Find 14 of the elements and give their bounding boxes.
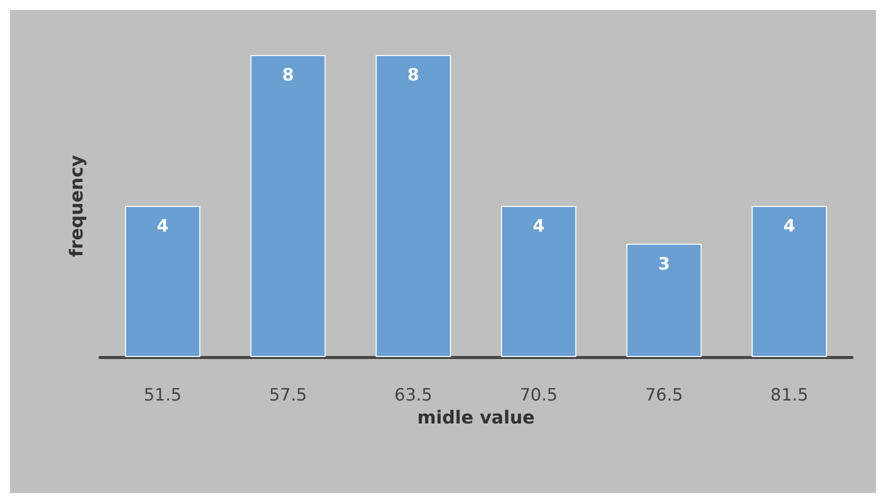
x-tick-label: 57.5 (269, 386, 307, 406)
x-axis-title: midle value (417, 407, 535, 428)
data-label: 8 (407, 66, 420, 86)
y-axis-title: frequency (66, 154, 88, 258)
x-tick-label: 63.5 (394, 386, 432, 406)
x-tick-label: 76.5 (645, 386, 683, 406)
data-label: 4 (532, 216, 545, 236)
x-tick-label: 81.5 (770, 386, 808, 406)
data-label: 8 (282, 66, 294, 86)
data-label: 3 (658, 254, 670, 274)
x-tick-label: 51.5 (144, 386, 182, 406)
x-tick-label: 70.5 (520, 386, 558, 406)
data-label: 4 (156, 216, 169, 236)
data-label: 4 (783, 216, 796, 236)
